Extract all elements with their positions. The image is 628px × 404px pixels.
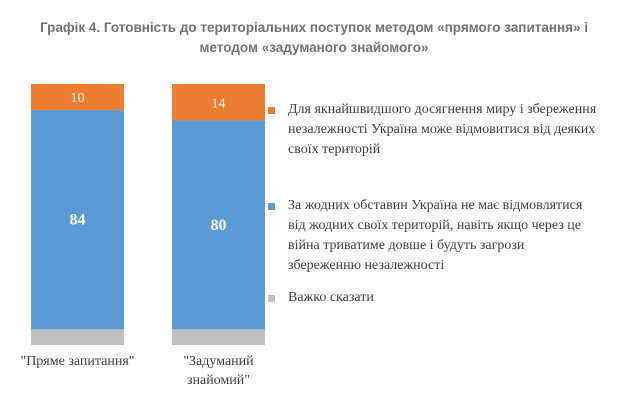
legend-swatch-0 — [268, 107, 275, 114]
legend-item-1: За жодних обставин Україна не має відмов… — [268, 196, 598, 276]
data-label-0-1: 84 — [70, 212, 86, 229]
data-label-1-2: 14 — [212, 96, 226, 111]
data-label-0-2: 10 — [71, 91, 85, 106]
legend-item-2: Важко сказати — [268, 288, 598, 310]
bar-segment-1-2 — [172, 84, 265, 121]
legend-item-0: Для якнайшвидшого досягнення миру і збер… — [268, 100, 598, 160]
x-tick-label-1: "Задуманий знайомий" — [183, 354, 254, 388]
legend-swatch-1 — [268, 203, 275, 210]
legend-label-2: Важко сказати — [288, 290, 374, 305]
bar-segment-1-0 — [172, 329, 265, 345]
data-label-1-1: 80 — [211, 217, 227, 234]
legend-label-1: За жодних обставин Україна не має відмов… — [288, 198, 583, 273]
bar-segment-0-1 — [31, 110, 124, 330]
legend-label-0: Для якнайшвидшого досягнення миру і збер… — [288, 102, 597, 157]
bar-segment-0-0 — [31, 329, 124, 345]
legend-swatch-2 — [268, 295, 275, 302]
x-tick-label-0: "Пряме запитання" — [20, 354, 135, 369]
bar-segment-1-1 — [172, 120, 265, 330]
chart-title: Графік 4. Готовність до територіальних п… — [39, 20, 589, 55]
bar-segment-0-2 — [31, 84, 124, 111]
